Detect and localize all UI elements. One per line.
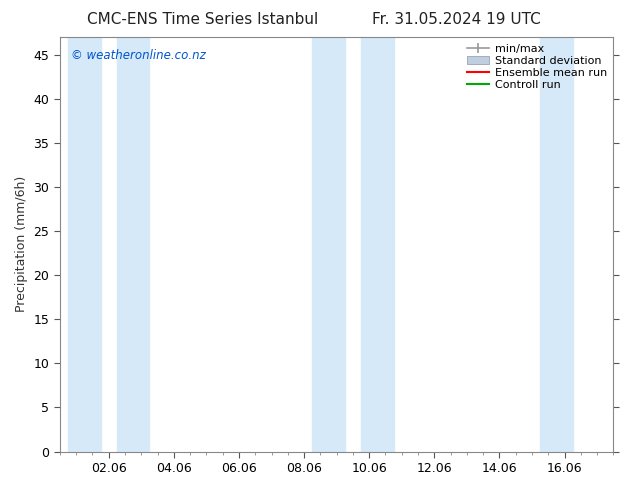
Bar bbox=[540, 37, 573, 452]
Text: © weatheronline.co.nz: © weatheronline.co.nz bbox=[71, 49, 205, 63]
Bar bbox=[312, 37, 345, 452]
Legend: min/max, Standard deviation, Ensemble mean run, Controll run: min/max, Standard deviation, Ensemble me… bbox=[463, 40, 610, 94]
Text: CMC-ENS Time Series Istanbul: CMC-ENS Time Series Istanbul bbox=[87, 12, 318, 27]
Text: Fr. 31.05.2024 19 UTC: Fr. 31.05.2024 19 UTC bbox=[372, 12, 541, 27]
Bar bbox=[117, 37, 150, 452]
Bar bbox=[68, 37, 101, 452]
Y-axis label: Precipitation (mm/6h): Precipitation (mm/6h) bbox=[15, 176, 28, 313]
Bar bbox=[361, 37, 394, 452]
